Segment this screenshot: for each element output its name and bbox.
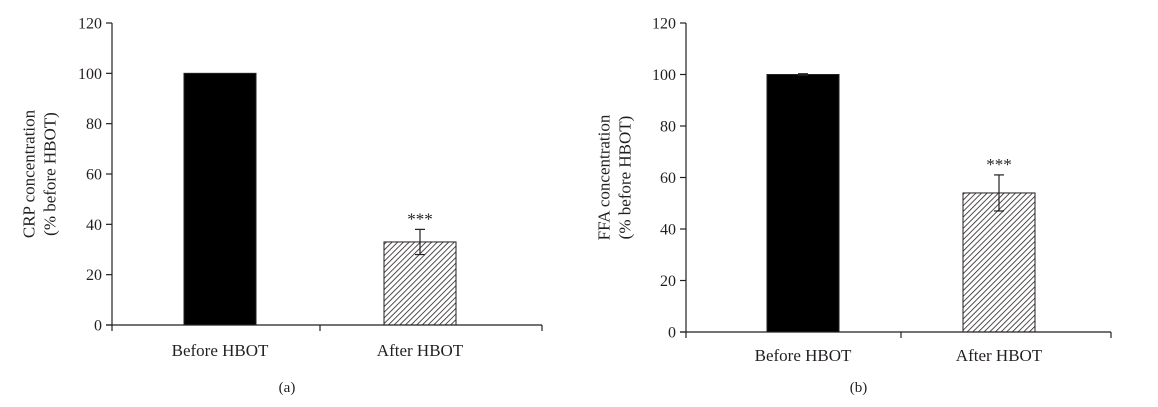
chart-panel-b: Before HBOT *** After HBOT 0 20 40 60 80 100 120 F… [580,0,1158,402]
chart-a-y-tick-label-4: 80 [86,116,102,133]
chart-b-error-bar-0 [798,73,808,76]
chart-a-y-tick-label-5: 100 [78,66,102,83]
chart-b-y-tick-label-1: 20 [660,273,676,290]
chart-a-bar-1 [383,241,457,326]
chart-a-category-label-1: After HBOT [377,341,464,360]
chart-b-bar-1 [962,192,1036,333]
chart-a-y-tick-label-2: 40 [86,217,102,234]
chart-a-y-tick-label-1: 20 [86,267,102,284]
chart-a-svg: Before HBOT *** After HBOT 0 20 40 60 80 100 120 C… [19,16,543,396]
chart-b-panel-label: (b) [850,380,868,396]
chart-b-category-label-1: After HBOT [956,346,1043,365]
chart-a-y-tick-label-3: 60 [86,167,102,184]
chart-a-significance-label-1: *** [407,209,433,228]
chart-b-y-tick-label-5: 100 [652,67,676,84]
chart-b-y-tick-label-0: 0 [668,325,676,342]
chart-b-y-tick-label-4: 80 [660,119,676,136]
chart-b-svg: Before HBOT *** After HBOT 0 20 40 60 80 100 120 F… [594,16,1112,396]
chart-b-y-tick-label-2: 40 [660,222,676,239]
chart-b-category-label-0: Before HBOT [755,346,852,365]
chart-b-y-tick-label-3: 60 [660,170,676,187]
chart-a-bar-0 [183,72,257,326]
chart-b-error-bar-1 [994,174,1004,212]
chart-a-y-axis-title: CRP concentration (% before HBOT) [19,109,59,238]
chart-a-panel-label: (a) [279,380,296,396]
chart-b-bar-0 [766,74,840,333]
chart-b-y-tick-label-6: 120 [652,16,676,33]
chart-b-y-axis-title: FFA concentration (% before HBOT) [594,114,634,240]
chart-a-error-bar-1 [415,228,425,256]
chart-a-y-tick-label-6: 120 [78,16,102,33]
chart-a-category-label-0: Before HBOT [172,341,269,360]
chart-b-significance-label-1: *** [986,155,1012,174]
chart-a-y-tick-label-0: 0 [94,318,102,335]
chart-panel-a: Before HBOT *** After HBOT 0 20 40 60 80 100 120 C… [0,0,570,402]
